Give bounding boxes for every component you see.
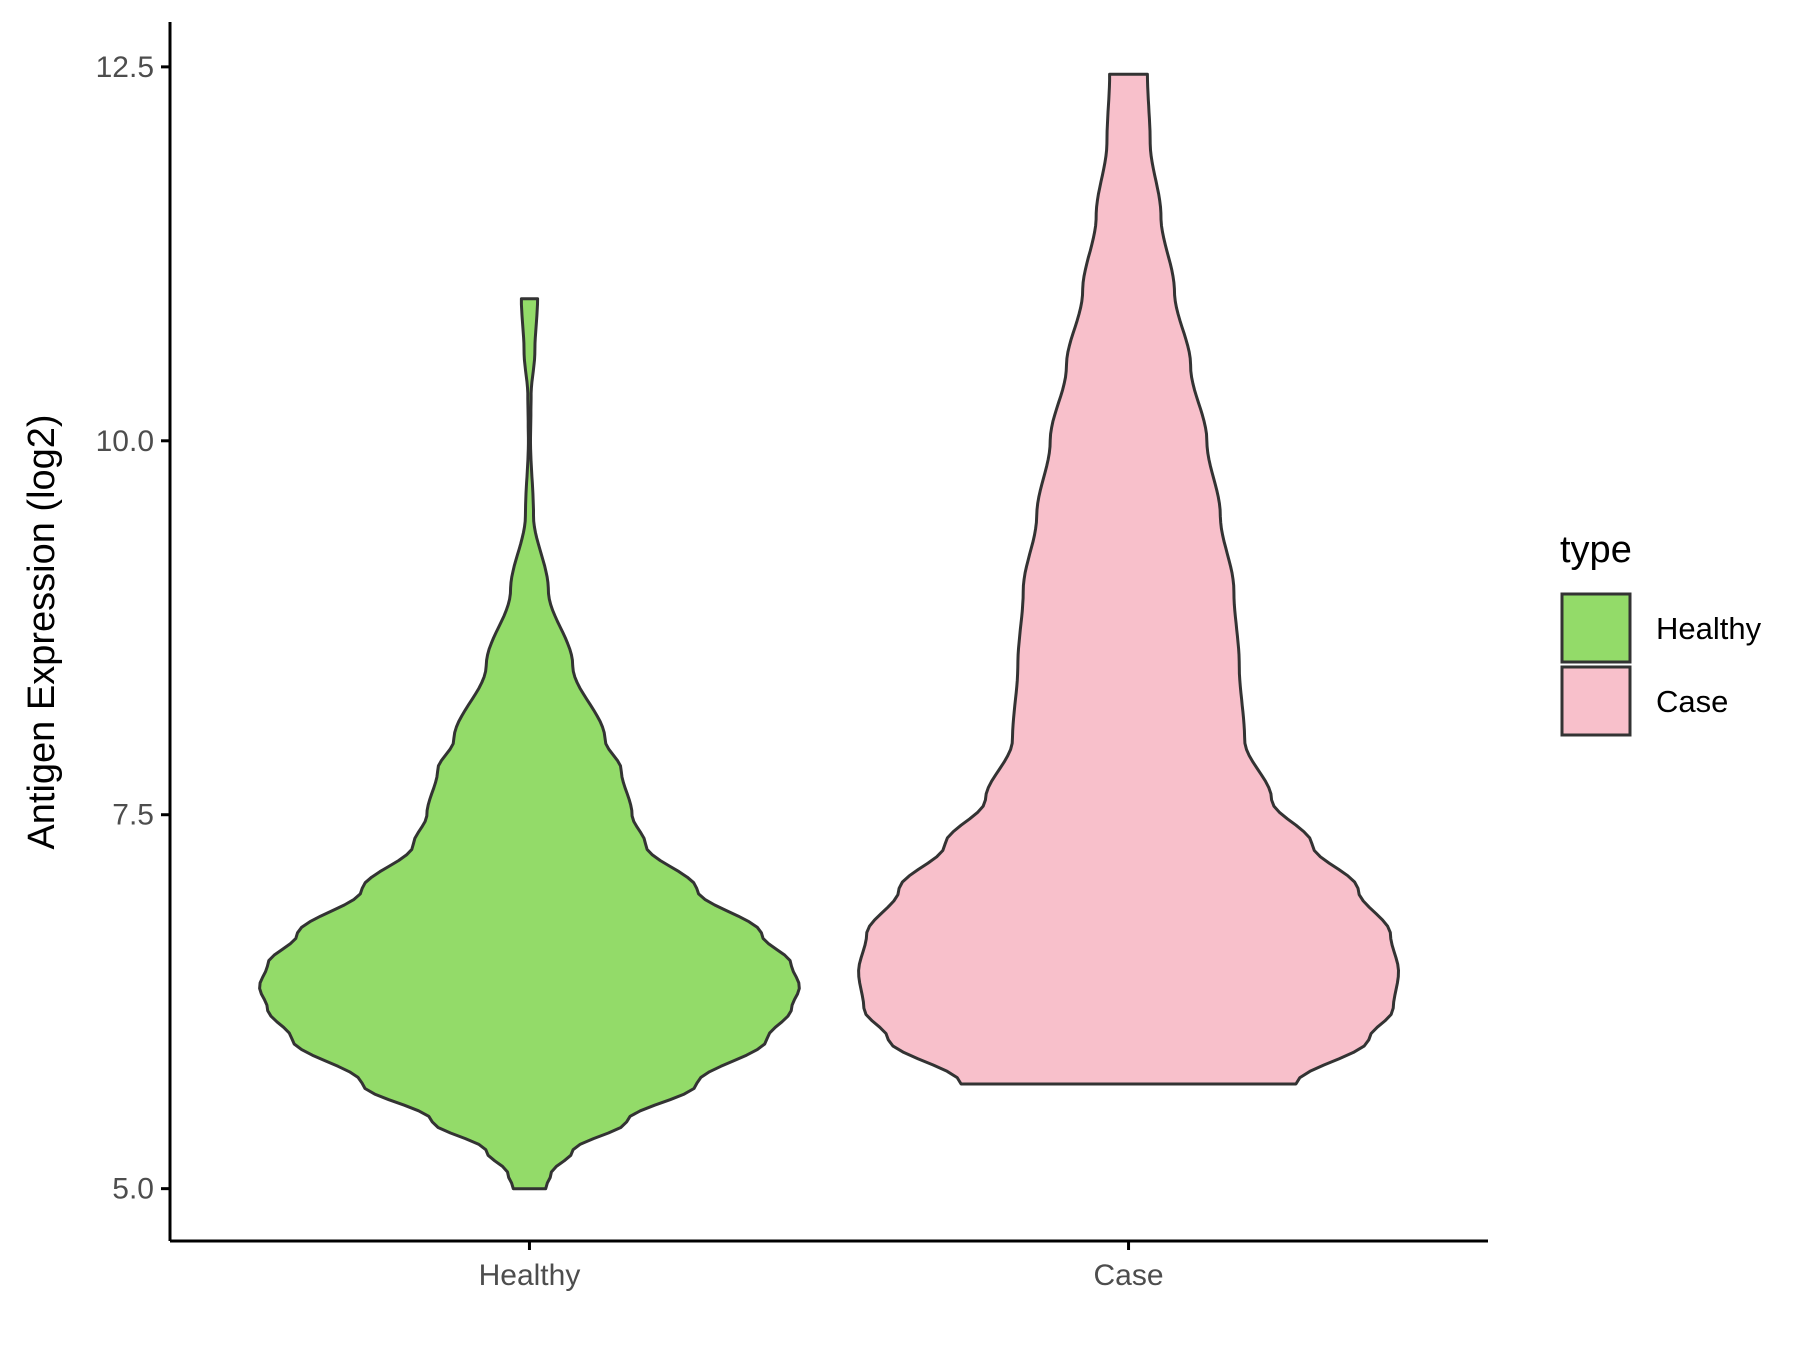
y-axis-title: Antigen Expression (log2) (21, 414, 63, 849)
y-tick-label: 10.0 (96, 425, 154, 458)
x-axis-ticks: Healthy Case (479, 1241, 1164, 1292)
legend-swatch (1560, 592, 1632, 664)
plot-area (258, 72, 1400, 1191)
y-axis-ticks: 5.0 7.5 10.0 12.5 (96, 51, 170, 1206)
y-tick-label: 12.5 (96, 51, 154, 84)
legend-swatch (1560, 665, 1632, 737)
x-tick-label: Healthy (479, 1259, 581, 1292)
legend-label: Case (1656, 684, 1728, 719)
legend-label: Healthy (1656, 611, 1762, 646)
y-tick-label: 5.0 (112, 1173, 154, 1206)
y-tick-label: 7.5 (112, 799, 154, 832)
violin-case (857, 72, 1400, 1086)
violin-healthy (258, 297, 801, 1191)
legend: type Healthy Case (1560, 529, 1762, 737)
x-tick-label: Case (1094, 1259, 1164, 1292)
legend-title: type (1560, 529, 1632, 571)
